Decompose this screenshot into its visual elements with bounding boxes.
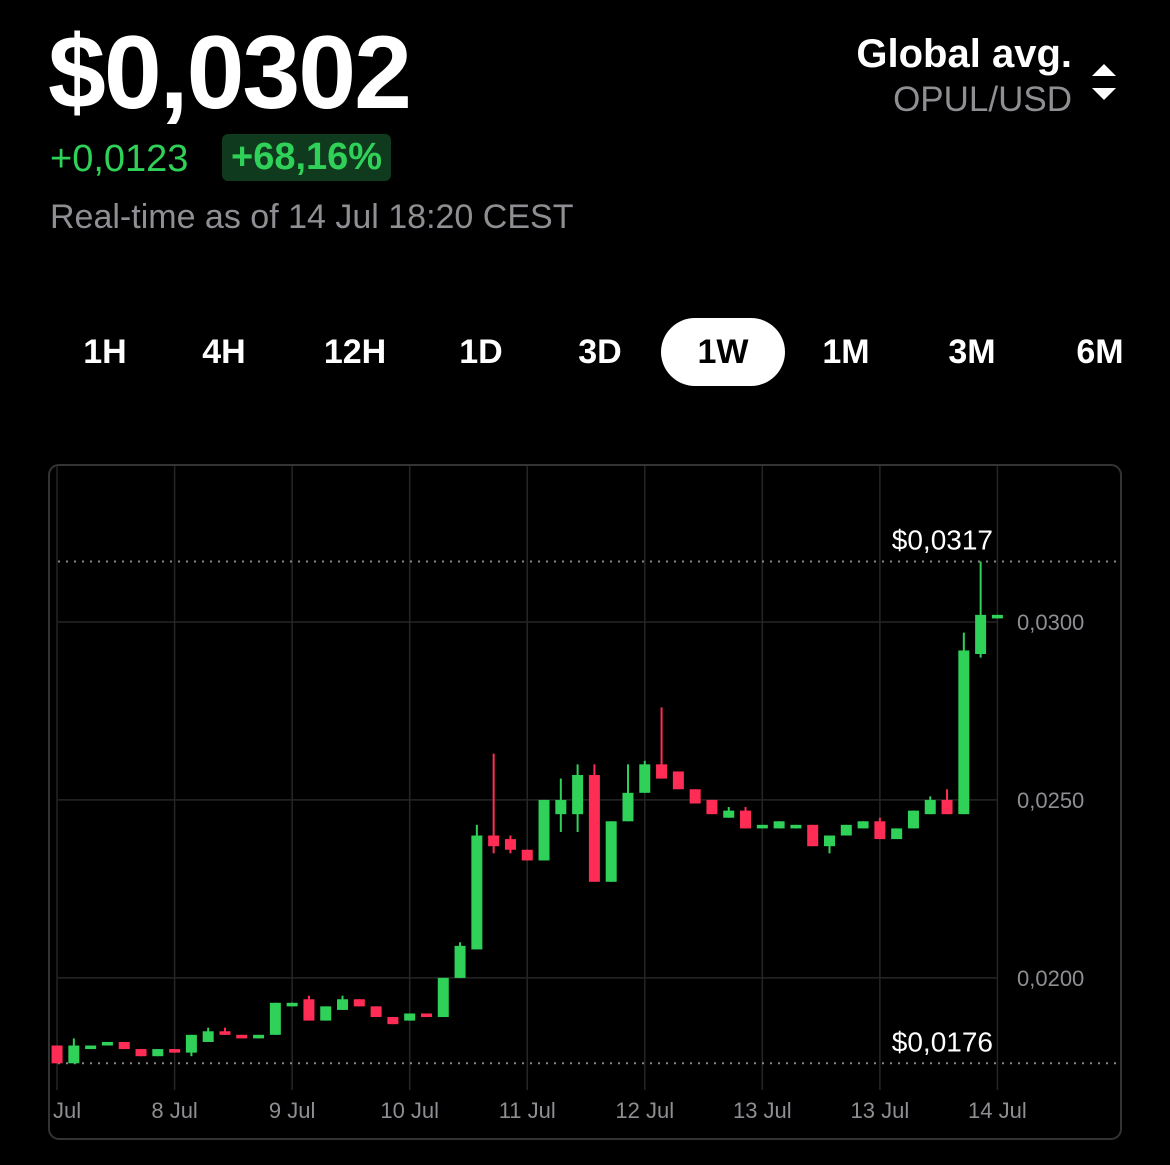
range-tab[interactable]: 6M	[1076, 333, 1124, 371]
candle-body	[991, 614, 1003, 619]
x-tick-label: 13 Jul	[851, 1098, 910, 1123]
range-tab[interactable]: 1M	[822, 333, 870, 371]
x-tick-label: 13 Jul	[733, 1098, 792, 1123]
candle-body	[891, 828, 903, 840]
x-tick-label: 8 Jul	[151, 1098, 197, 1123]
range-tab[interactable]: 3D	[578, 333, 622, 371]
candle-body	[253, 1034, 265, 1039]
candle-body	[740, 810, 752, 829]
candle-body	[68, 1045, 80, 1064]
range-tab[interactable]: 3M	[948, 333, 996, 371]
candle-body	[286, 1002, 298, 1007]
candle-body	[118, 1041, 130, 1050]
candle-body	[236, 1034, 248, 1039]
y-tick-label: 0,0250	[1017, 788, 1084, 813]
price: $0,0302	[48, 15, 412, 131]
candle-body	[269, 1002, 281, 1035]
candle-body	[135, 1049, 147, 1057]
range-tab[interactable]: 4H	[202, 333, 246, 371]
candle-body	[840, 824, 852, 836]
percent-change: +68,16%	[222, 134, 392, 181]
x-tick-label: 11 Jul	[499, 1098, 556, 1123]
candle-body	[152, 1049, 164, 1057]
range-tab[interactable]: 1D	[459, 333, 503, 371]
candle-body	[437, 977, 449, 1018]
candle-body	[471, 835, 483, 950]
candle-body	[941, 799, 953, 815]
sort-icon	[1092, 64, 1116, 100]
candle-body	[454, 945, 466, 978]
candle-body	[958, 650, 970, 815]
candle-body	[538, 799, 550, 861]
candle-body	[504, 839, 516, 850]
candle-body	[420, 1013, 432, 1018]
candle-body	[387, 1017, 399, 1025]
candle-body	[823, 835, 835, 847]
candle-body	[404, 1013, 416, 1021]
candle-body	[706, 799, 718, 815]
candle-body	[790, 824, 802, 829]
source[interactable]: Global avg.	[856, 32, 1072, 76]
candle-body	[169, 1049, 181, 1053]
candle-body	[874, 821, 886, 840]
candle-body	[588, 775, 600, 882]
candle-body	[555, 799, 567, 815]
candle-body	[857, 821, 869, 829]
candle-body	[219, 1031, 231, 1035]
candle-body	[975, 614, 987, 655]
candle-body	[320, 1006, 332, 1021]
candle-body	[337, 999, 349, 1010]
candle-body	[723, 810, 735, 818]
candle-body	[303, 999, 315, 1021]
y-tick-label: 0,0200	[1017, 966, 1084, 991]
timestamp: Real-time as of 14 Jul 18:20 CEST	[50, 198, 574, 236]
range-tabs: 1H 4H 12H 1D 3D 1W 1M 3M 6M	[0, 318, 1170, 386]
candle-body	[924, 799, 936, 815]
candle-body	[85, 1045, 97, 1050]
pair[interactable]: OPUL/USD	[893, 80, 1072, 119]
candle-body	[521, 849, 533, 861]
candle-body	[101, 1041, 113, 1046]
x-tick-label: 12 Jul	[615, 1098, 674, 1123]
candle-body	[370, 1006, 382, 1018]
candle-body	[689, 789, 701, 804]
x-tick-label: 9 Jul	[269, 1098, 315, 1123]
x-tick-label: Jul	[53, 1098, 81, 1123]
sort-toggle[interactable]	[1088, 60, 1120, 104]
range-tab[interactable]: 1W	[661, 318, 785, 386]
candle-body	[639, 764, 651, 793]
candle-body	[756, 824, 768, 829]
candle-body	[185, 1034, 197, 1053]
x-tick-label: 14 Jul	[968, 1098, 1027, 1123]
candle-body	[622, 792, 634, 822]
candle-body	[51, 1045, 63, 1064]
range-tab[interactable]: 12H	[323, 333, 387, 371]
candle-body	[656, 764, 668, 779]
chart-frame	[48, 464, 1122, 1140]
level-label: $0,0176	[892, 1026, 993, 1057]
x-tick-label: 10 Jul	[380, 1098, 439, 1123]
candle-body	[807, 824, 819, 847]
range-tab[interactable]: 1H	[83, 333, 127, 371]
price-change: +0,0123	[50, 138, 189, 180]
candle-body	[672, 771, 684, 790]
candle-body	[202, 1031, 214, 1042]
candle-body	[907, 810, 919, 829]
level-label: $0,0317	[892, 524, 993, 555]
candle-body	[773, 821, 785, 829]
candle-body	[605, 821, 617, 882]
candle-body	[488, 835, 500, 847]
candle-body	[572, 775, 584, 815]
y-tick-label: 0,0300	[1017, 610, 1084, 635]
candle-body	[353, 999, 365, 1007]
